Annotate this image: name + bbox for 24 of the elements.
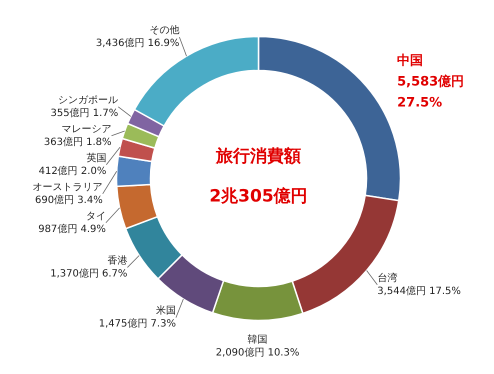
data-label: 5,583億円 27.5% xyxy=(397,73,464,110)
slice-label: タイ xyxy=(86,210,106,222)
data-label: 3,544億円 17.5% xyxy=(377,284,461,297)
text: 旅行消費額 xyxy=(215,146,301,166)
slice-label: 英国 xyxy=(86,152,106,164)
slice-label: 台湾 xyxy=(377,272,398,284)
slice-label: オーストラリア xyxy=(32,182,103,193)
data-label: 987億円 4.9% xyxy=(38,222,106,235)
slice-label: マレーシア xyxy=(62,124,112,135)
data-label: 363億円 1.8% xyxy=(44,136,112,148)
data-label: 1,370億円 6.7% xyxy=(50,267,128,280)
data-label: 355億円 1.7% xyxy=(50,106,118,119)
data-label: 1,475億円 7.3% xyxy=(98,318,176,330)
data-label: 3,436億円 16.9% xyxy=(96,37,180,50)
slice-label: その他 xyxy=(149,24,180,36)
slice-label: 香港 xyxy=(107,254,128,266)
data-label: 2,090億円 10.3% xyxy=(216,346,300,359)
slice-label: 中国 xyxy=(397,53,424,68)
text: 2兆305億円 xyxy=(209,186,308,206)
data-label: 412億円 2.0% xyxy=(38,164,106,177)
slice-label: 韓国 xyxy=(248,334,268,346)
slice-label: シンガポール xyxy=(58,94,118,106)
slice-label: 米国 xyxy=(156,304,176,317)
data-label: 690億円 3.4% xyxy=(35,194,103,206)
